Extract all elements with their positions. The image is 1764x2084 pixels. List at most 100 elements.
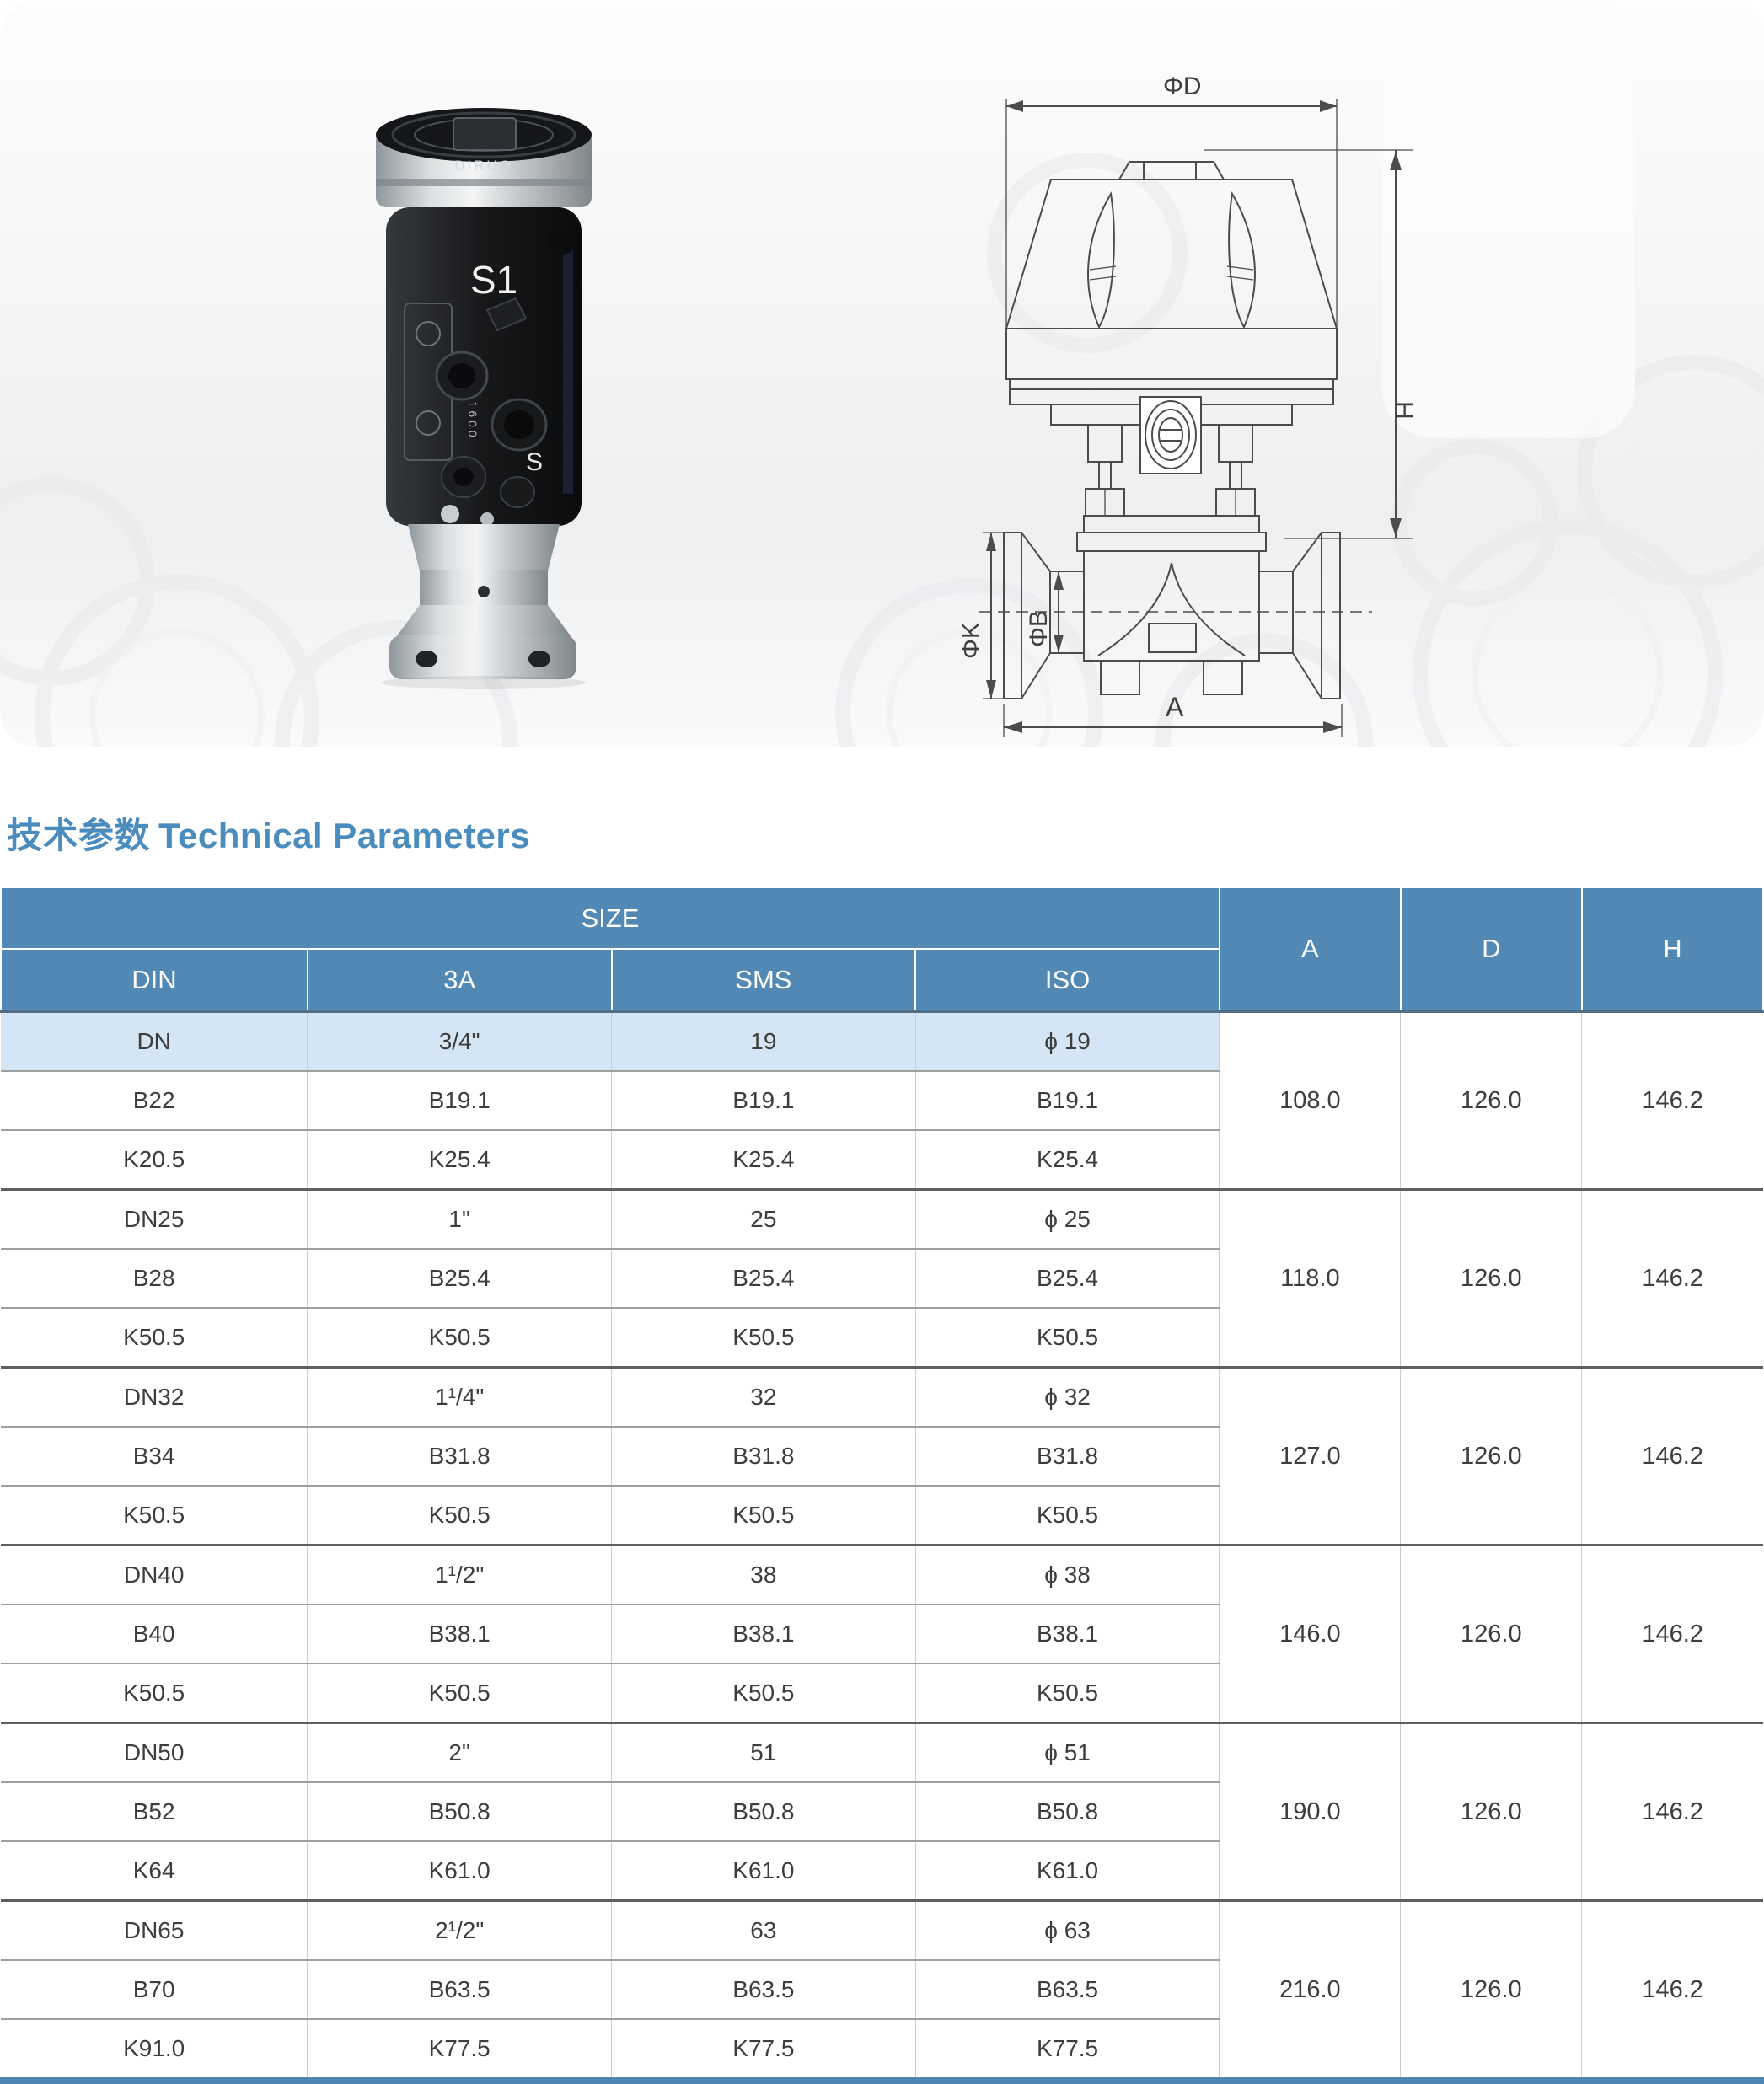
size-cell: 1¹/4" bbox=[307, 1366, 612, 1427]
size-cell: 63 bbox=[611, 1899, 916, 1960]
size-cell: K64 bbox=[1, 1840, 308, 1901]
dim-d-cell: 126.0 bbox=[1400, 1544, 1582, 1723]
table-row: K50.5 K50.5 K50.5 K50.5 bbox=[1, 1663, 1763, 1723]
size-cell: ϕ 32 bbox=[914, 1366, 1220, 1427]
size-cell: DN65 bbox=[1, 1899, 308, 1960]
dim-d-cell: 126.0 bbox=[1400, 1899, 1582, 2077]
dimension-drawing: ΦD H ΦK ΦB A bbox=[957, 72, 1418, 737]
valve-neck bbox=[408, 524, 560, 571]
table-row: B28 B25.4 B25.4 B25.4 bbox=[1, 1248, 1763, 1308]
dim-d-cell: 126.0 bbox=[1400, 1188, 1582, 1368]
size-cell: B19.1 bbox=[611, 1070, 916, 1130]
size-cell: K50.5 bbox=[1, 1663, 308, 1723]
size-cell: B38.1 bbox=[914, 1604, 1220, 1663]
page-title: 技术参数 Technical Parameters bbox=[7, 807, 530, 859]
table-row: B70 B63.5 B63.5 B63.5 bbox=[1, 1959, 1763, 2019]
size-cell: K77.5 bbox=[914, 2018, 1220, 2077]
size-cell: ϕ 38 bbox=[914, 1544, 1220, 1605]
dim-a-cell: 118.0 bbox=[1219, 1188, 1401, 1368]
size-cell: K25.4 bbox=[914, 1129, 1220, 1190]
page-title-en: Technical Parameters bbox=[158, 816, 531, 855]
size-cell: B19.1 bbox=[307, 1070, 612, 1130]
size-cell: K77.5 bbox=[611, 2018, 916, 2077]
size-cell: K50.5 bbox=[1, 1307, 308, 1368]
table-row: DN65 2¹/2" 63 ϕ 63 216.0 126.0 146.2 bbox=[1, 1899, 1763, 2077]
size-cell: 2" bbox=[307, 1722, 612, 1782]
flange-base bbox=[389, 635, 576, 679]
size-cell: 25 bbox=[611, 1188, 916, 1249]
size-cell: B25.4 bbox=[307, 1248, 612, 1308]
display-screen bbox=[453, 117, 517, 151]
table-row: K50.5 K50.5 K50.5 K50.5 bbox=[1, 1485, 1763, 1546]
size-cell: B31.8 bbox=[914, 1426, 1220, 1486]
dim-h-cell: 146.2 bbox=[1581, 1010, 1763, 1190]
size-cell: K20.5 bbox=[1, 1129, 308, 1190]
table-row: B22 B19.1 B19.1 B19.1 bbox=[1, 1070, 1763, 1130]
size-cell: B31.8 bbox=[611, 1426, 916, 1486]
size-cell: DN bbox=[1, 1010, 308, 1071]
size-cell: 2¹/2" bbox=[307, 1899, 612, 1960]
size-cell: B28 bbox=[1, 1248, 308, 1308]
col-header-d: D bbox=[1399, 887, 1583, 1012]
size-cell: ϕ 63 bbox=[914, 1899, 1220, 1960]
brand-label: DIRUO bbox=[454, 158, 513, 174]
table-row: B52 B50.8 B50.8 B50.8 bbox=[1, 1781, 1763, 1841]
table-row: K64 K61.0 K61.0 K61.0 bbox=[1, 1840, 1763, 1901]
col-header-3a: 3A bbox=[306, 948, 613, 1012]
size-cell: 19 bbox=[611, 1010, 916, 1071]
size-cell: B52 bbox=[1, 1781, 308, 1841]
size-cell: K91.0 bbox=[1, 2018, 308, 2077]
size-cell: K50.5 bbox=[307, 1307, 612, 1368]
dim-h-cell: 146.2 bbox=[1581, 1899, 1763, 2077]
dim-label-a: A bbox=[1166, 692, 1184, 722]
s-mark: S bbox=[526, 448, 543, 476]
dim-d-cell: 126.0 bbox=[1400, 1366, 1582, 1546]
table-row: DN50 2" 51 ϕ 51 190.0 126.0 146.2 bbox=[1, 1722, 1763, 1901]
faded-machinery-background bbox=[0, 0, 1764, 747]
size-cell: ϕ 19 bbox=[914, 1010, 1220, 1071]
hero-banner: DIRUO S1 JF1600 S bbox=[0, 0, 1764, 747]
dim-label-b: ΦB bbox=[1025, 610, 1053, 647]
col-header-din: DIN bbox=[0, 948, 308, 1012]
size-cell: B34 bbox=[1, 1426, 308, 1486]
table-row: DN 3/4" 19 ϕ 19 108.0 126.0 146.2 bbox=[1, 1010, 1763, 1190]
size-cell: K25.4 bbox=[611, 1129, 916, 1190]
size-cell: 38 bbox=[611, 1544, 916, 1605]
size-cell: K25.4 bbox=[307, 1129, 612, 1190]
size-cell: 1¹/2" bbox=[307, 1544, 612, 1605]
col-header-iso: ISO bbox=[914, 948, 1220, 1012]
page-title-zh: 技术参数 bbox=[7, 816, 151, 855]
size-cell: ϕ 25 bbox=[914, 1188, 1220, 1249]
size-cell: K61.0 bbox=[914, 1840, 1220, 1901]
table-row: DN40 1¹/2" 38 ϕ 38 146.0 126.0 146.2 bbox=[1, 1544, 1763, 1723]
size-cell: K77.5 bbox=[307, 2018, 612, 2077]
warning-badge bbox=[547, 227, 576, 255]
size-cell: K61.0 bbox=[611, 1840, 916, 1901]
size-cell: B50.8 bbox=[611, 1781, 916, 1841]
size-cell: B40 bbox=[1, 1604, 308, 1663]
size-cell: K50.5 bbox=[914, 1663, 1220, 1723]
size-cell: K50.5 bbox=[914, 1485, 1220, 1546]
dim-h-cell: 146.2 bbox=[1581, 1366, 1763, 1546]
size-cell: B70 bbox=[1, 1959, 308, 2019]
size-cell: K61.0 bbox=[307, 1840, 612, 1901]
dim-a-cell: 108.0 bbox=[1219, 1010, 1401, 1190]
size-cell: DN32 bbox=[1, 1366, 308, 1427]
dim-a-cell: 190.0 bbox=[1219, 1722, 1401, 1901]
size-cell: B50.8 bbox=[914, 1781, 1220, 1841]
size-cell: B19.1 bbox=[914, 1070, 1220, 1130]
size-cell: 51 bbox=[611, 1722, 916, 1782]
size-cell: B22 bbox=[1, 1070, 308, 1130]
dim-label-d: ΦD bbox=[1163, 72, 1202, 100]
dim-h-cell: 146.2 bbox=[1581, 1722, 1763, 1901]
dim-label-k: ΦK bbox=[957, 622, 985, 659]
dim-d-cell: 126.0 bbox=[1400, 1722, 1582, 1901]
dim-a-cell: 146.0 bbox=[1219, 1544, 1401, 1723]
dim-h-cell: 146.2 bbox=[1581, 1544, 1763, 1723]
size-cell: B63.5 bbox=[611, 1959, 916, 2019]
size-header: SIZE bbox=[0, 887, 1220, 950]
size-cell: K50.5 bbox=[611, 1307, 916, 1368]
size-cell: B38.1 bbox=[307, 1604, 612, 1663]
size-cell: DN40 bbox=[1, 1544, 308, 1605]
size-cell: B63.5 bbox=[914, 1959, 1220, 2019]
